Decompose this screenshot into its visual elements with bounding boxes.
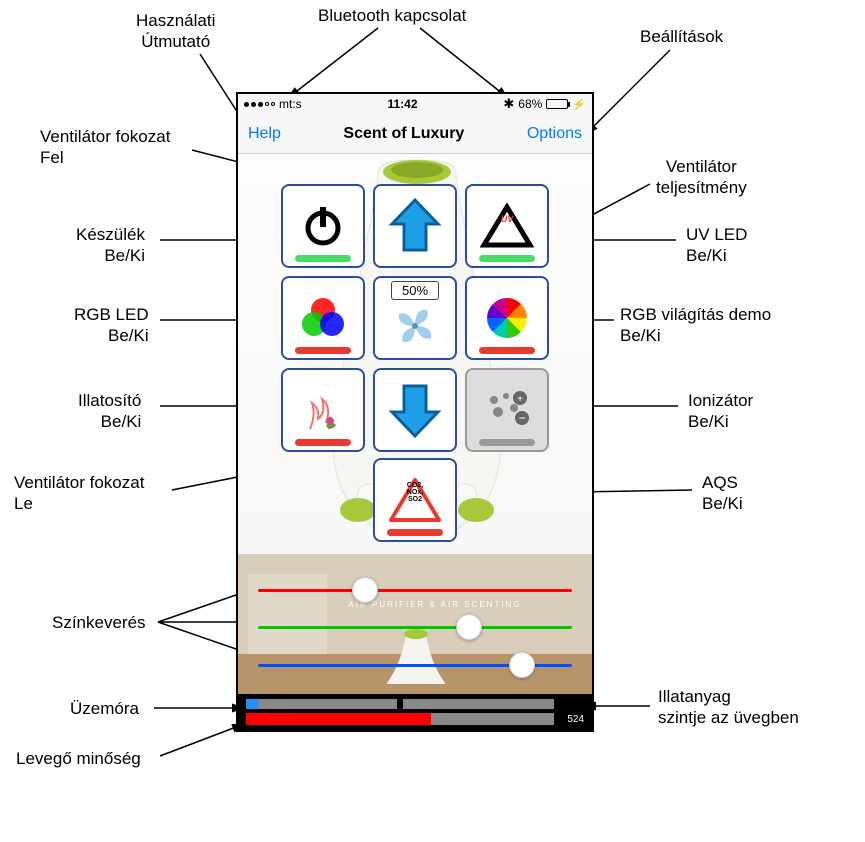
uv-status-indicator	[479, 255, 535, 262]
fan-percent-value: 50%	[391, 281, 439, 300]
clock: 11:42	[388, 97, 418, 111]
bar-spacer	[560, 698, 584, 709]
rgb-circles-icon	[298, 296, 348, 340]
blue-slider-thumb[interactable]	[509, 652, 535, 678]
hours-bar	[246, 699, 397, 709]
label-ionizer: IonizátorBe/Ki	[688, 390, 753, 433]
charging-icon: ⚡	[572, 98, 586, 111]
help-button[interactable]: Help	[248, 125, 281, 143]
aqs-status-indicator	[387, 529, 443, 536]
uv-triangle-icon	[480, 203, 534, 249]
controls-panel: UV 50%	[238, 154, 592, 554]
red-slider[interactable]	[258, 589, 572, 592]
label-fan-power: Ventilátorteljesítmény	[656, 156, 747, 199]
label-rgb-demo: RGB világítás demoBe/Ki	[620, 304, 771, 347]
uv-text: UV	[501, 214, 514, 224]
signal-dots-icon	[244, 102, 275, 107]
label-air-quality: Levegő minőség	[16, 748, 141, 769]
battery-pct: 68%	[518, 97, 542, 111]
ionizer-button[interactable]: + −	[465, 368, 549, 452]
blue-slider[interactable]	[258, 664, 572, 667]
fan-up-button[interactable]	[373, 184, 457, 268]
options-button[interactable]: Options	[527, 125, 582, 143]
phone-screen: mt:s 11:42 ✱ 68% ⚡ Help Scent of Luxury …	[236, 92, 594, 732]
aqs-text: CO2,NOx,SO2	[407, 482, 423, 503]
bluetooth-icon: ✱	[503, 96, 514, 112]
label-color-mix: Színkeverés	[52, 612, 146, 633]
aqs-button[interactable]: CO2,NOx,SO2	[373, 458, 457, 542]
label-scent: IllatosítóBe/Ki	[78, 390, 141, 433]
scent-level-bar	[403, 699, 554, 709]
label-fan-down: Ventilátor fokozatLe	[14, 472, 144, 515]
room-background-icon	[238, 554, 592, 694]
svg-text:+: +	[517, 394, 523, 405]
carrier-label: mt:s	[279, 97, 302, 111]
scent-icon	[298, 385, 348, 435]
air-quality-bar-fill	[246, 713, 431, 725]
arrow-up-icon	[388, 196, 442, 256]
power-icon	[300, 203, 346, 249]
power-status-indicator	[295, 255, 351, 262]
app-title: Scent of Luxury	[343, 125, 464, 143]
color-mixer-panel: AIR PURIFIER & AIR SCENTING	[238, 554, 592, 694]
rgb-demo-button[interactable]	[465, 276, 549, 360]
status-bars-panel: 524	[238, 694, 592, 732]
scent-status-indicator	[295, 439, 351, 446]
slider-caption: AIR PURIFIER & AIR SCENTING	[258, 600, 594, 609]
arrow-down-icon	[388, 380, 442, 440]
label-help: HasználatiÚtmutató	[136, 10, 215, 53]
label-scent-level: Illatanyagszintje az üvegben	[658, 686, 799, 729]
label-aqs: AQSBe/Ki	[702, 472, 743, 515]
color-wheel-icon	[484, 295, 530, 341]
label-settings: Beállítások	[640, 26, 723, 47]
air-quality-value: 524	[560, 714, 584, 725]
label-power: KészülékBe/Ki	[76, 224, 145, 267]
scent-button[interactable]	[281, 368, 365, 452]
rgb-status-indicator	[295, 347, 351, 354]
label-uv: UV LEDBe/Ki	[686, 224, 747, 267]
fan-power-display[interactable]: 50%	[373, 276, 457, 360]
battery-icon	[546, 99, 568, 109]
label-bluetooth: Bluetooth kapcsolat	[318, 5, 466, 26]
rgb-led-button[interactable]	[281, 276, 365, 360]
ionizer-status-indicator	[479, 439, 535, 446]
label-fan-up: Ventilátor fokozatFel	[40, 126, 170, 169]
air-quality-bar	[246, 713, 554, 725]
power-button[interactable]	[281, 184, 365, 268]
status-bar: mt:s 11:42 ✱ 68% ⚡	[238, 94, 592, 114]
ionizer-icon: + −	[482, 388, 532, 432]
hours-bar-fill	[246, 699, 258, 709]
uv-led-button[interactable]: UV	[465, 184, 549, 268]
label-rgb: RGB LEDBe/Ki	[74, 304, 149, 347]
svg-text:−: −	[518, 411, 525, 425]
nav-bar: Help Scent of Luxury Options	[238, 114, 592, 154]
rgb-demo-status-indicator	[479, 347, 535, 354]
label-hours: Üzemóra	[70, 698, 139, 719]
fan-icon	[391, 302, 439, 350]
fan-down-button[interactable]	[373, 368, 457, 452]
